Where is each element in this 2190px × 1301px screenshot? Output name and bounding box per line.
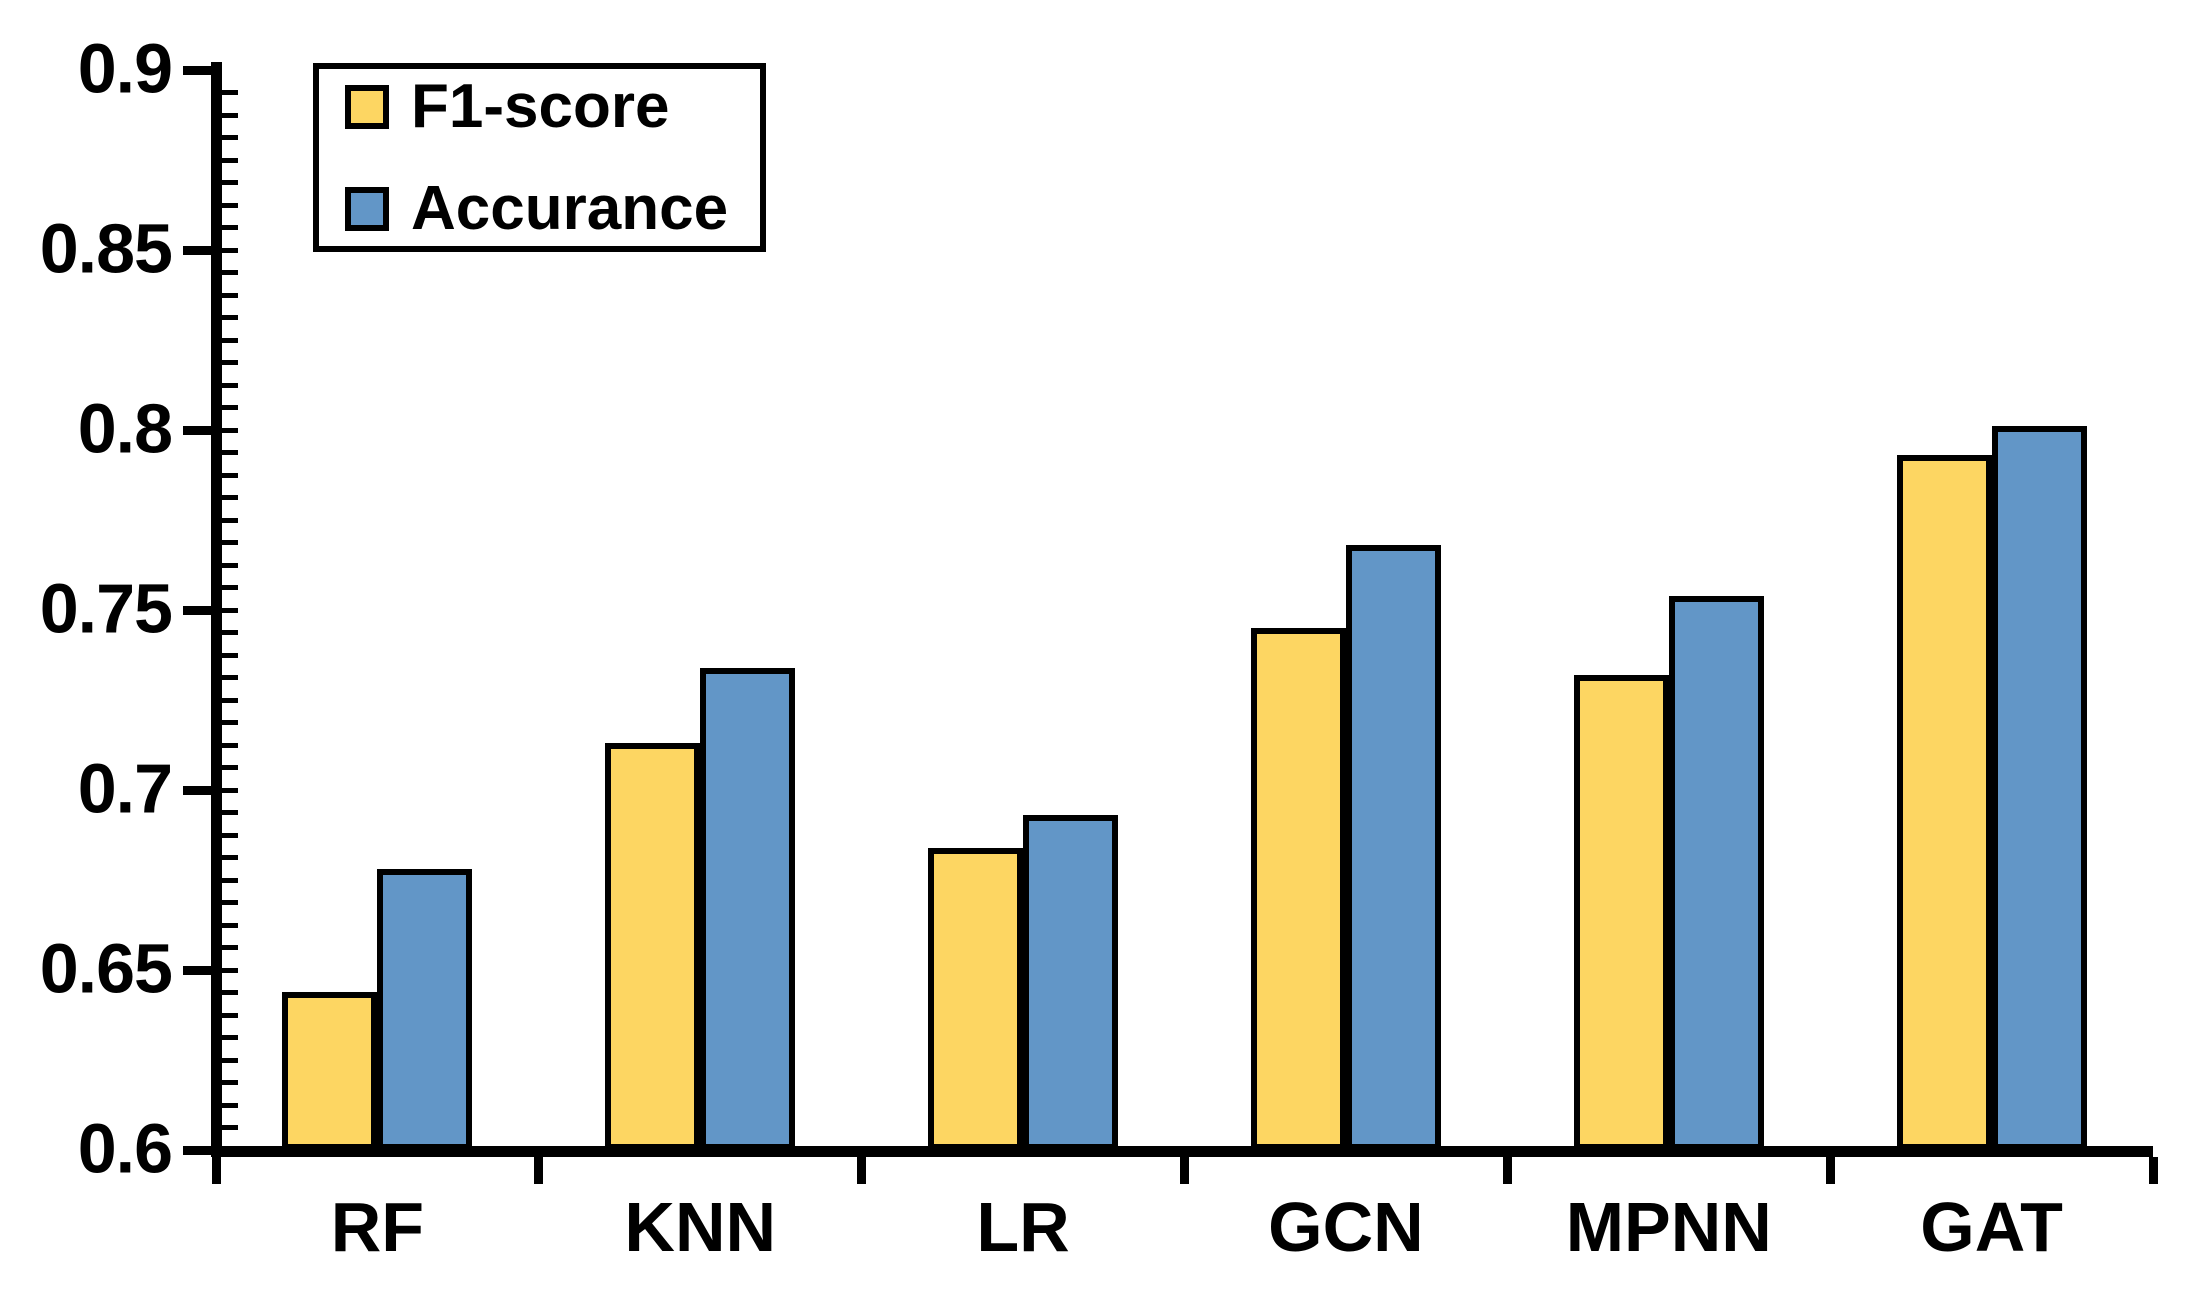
y-minor-tick (222, 742, 238, 748)
y-tick-label: 0.9 (77, 29, 173, 108)
bar-f1-score-lr (928, 847, 1024, 1150)
y-major-tick (183, 65, 211, 75)
x-boundary-tick (534, 1157, 544, 1184)
x-boundary-tick (857, 1157, 867, 1184)
y-minor-tick (222, 157, 238, 163)
y-minor-tick (222, 450, 238, 455)
x-category-label-knn: KNN (624, 1188, 777, 1266)
legend-item-accurance: Accurance (345, 173, 760, 243)
y-major-tick (183, 605, 211, 615)
y-minor-tick (222, 922, 238, 928)
legend-swatch-f1-score (345, 84, 389, 129)
y-minor-tick (222, 360, 238, 365)
x-category-label-rf: RF (330, 1188, 425, 1266)
x-category-label-gcn: GCN (1268, 1188, 1424, 1266)
y-minor-tick (222, 427, 238, 433)
y-major-tick (183, 1145, 211, 1155)
y-major-tick (183, 965, 211, 975)
y-minor-tick (222, 540, 238, 545)
y-minor-tick (222, 697, 238, 703)
legend-label-accurance: Accurance (411, 173, 729, 243)
y-minor-tick (222, 1080, 238, 1085)
y-minor-tick (222, 382, 238, 388)
y-minor-tick (222, 247, 238, 253)
y-minor-tick (222, 787, 238, 793)
legend-label-f1-score: F1-score (411, 71, 670, 141)
y-minor-tick (222, 472, 238, 478)
y-minor-tick (222, 765, 238, 770)
y-minor-tick (222, 675, 238, 680)
x-axis-line (211, 1146, 2153, 1157)
y-minor-tick (222, 90, 238, 95)
bar-f1-score-gat (1896, 455, 1992, 1150)
y-minor-tick (222, 630, 238, 635)
y-minor-tick (222, 405, 238, 410)
y-minor-tick (222, 945, 238, 950)
y-tick-label: 0.6 (77, 1109, 173, 1188)
y-minor-tick (222, 225, 238, 230)
y-minor-tick (222, 337, 238, 343)
y-minor-tick (222, 180, 238, 185)
legend: F1-score Accurance (313, 63, 766, 252)
x-boundary-tick (1825, 1157, 1835, 1184)
legend-item-f1-score: F1-score (345, 71, 760, 141)
x-boundary-tick (1502, 1157, 1512, 1184)
y-minor-tick (222, 585, 238, 590)
y-minor-tick (222, 112, 238, 118)
y-minor-tick (222, 292, 238, 298)
y-major-tick (183, 785, 211, 795)
y-minor-tick (222, 967, 238, 973)
x-boundary-tick (1180, 1157, 1189, 1184)
y-minor-tick (222, 607, 238, 613)
bar-accurance-gcn (1345, 545, 1441, 1150)
y-minor-tick (222, 1035, 238, 1040)
y-minor-tick (222, 810, 238, 815)
bar-accurance-lr (1023, 815, 1119, 1150)
y-tick-label: 0.85 (39, 209, 173, 288)
y-minor-tick (222, 1012, 238, 1018)
x-boundary-tick (211, 1157, 221, 1184)
y-minor-tick (222, 900, 238, 905)
y-minor-tick (222, 652, 238, 658)
y-tick-label: 0.7 (77, 749, 173, 828)
bar-f1-score-rf (282, 991, 378, 1150)
x-category-label-lr: LR (976, 1188, 1070, 1266)
bar-accurance-rf (377, 869, 473, 1150)
legend-swatch-accurance (345, 186, 389, 231)
y-major-tick (183, 245, 211, 255)
bar-accurance-gat (1991, 426, 2087, 1150)
y-axis-line (211, 62, 222, 1157)
bar-accurance-knn (700, 667, 796, 1150)
y-minor-tick (222, 832, 238, 838)
y-minor-tick (222, 202, 238, 208)
y-minor-tick (222, 877, 238, 883)
y-minor-tick (222, 270, 238, 275)
y-minor-tick (222, 495, 238, 500)
y-minor-tick (222, 1125, 238, 1130)
bar-f1-score-gcn (1250, 628, 1346, 1150)
y-minor-tick (222, 1057, 238, 1063)
y-minor-tick (222, 855, 238, 860)
y-tick-label: 0.8 (77, 389, 173, 468)
y-minor-tick (222, 517, 238, 523)
x-boundary-tick (2148, 1157, 2158, 1184)
y-minor-tick (222, 562, 238, 568)
y-minor-tick (222, 135, 238, 140)
y-minor-tick (222, 1102, 238, 1108)
bar-f1-score-mpnn (1573, 674, 1669, 1150)
x-category-label-gat: GAT (1920, 1188, 2063, 1266)
y-minor-tick (222, 315, 238, 320)
x-category-label-mpnn: MPNN (1565, 1188, 1772, 1266)
y-tick-label: 0.75 (39, 569, 173, 648)
bar-accurance-mpnn (1668, 595, 1764, 1150)
y-minor-tick (222, 990, 238, 995)
y-major-tick (183, 425, 211, 435)
bar-f1-score-knn (605, 743, 701, 1150)
y-tick-label: 0.65 (39, 929, 173, 1008)
y-minor-tick (222, 720, 238, 725)
